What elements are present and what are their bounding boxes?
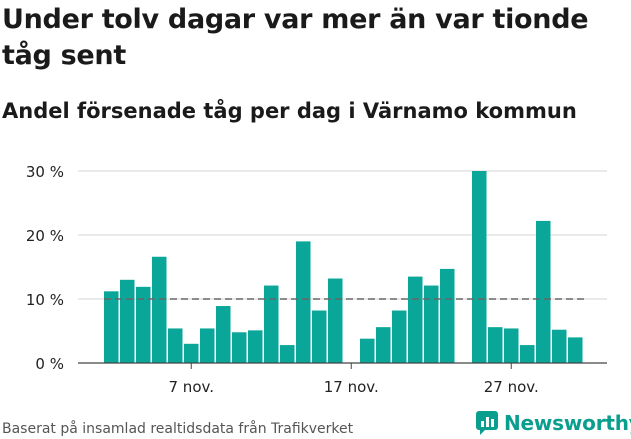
bar bbox=[120, 279, 135, 363]
bar bbox=[184, 343, 199, 363]
bar bbox=[216, 306, 231, 363]
axis: 0 % 10 % 20 % 30 % 7 nov. 17 nov. 27 nov. bbox=[26, 163, 607, 396]
bar bbox=[328, 278, 343, 363]
bar bbox=[136, 286, 151, 363]
bar bbox=[504, 328, 519, 363]
source-note: Baserat på insamlad realtidsdata från Tr… bbox=[2, 421, 354, 437]
brand-name: Newsworthy bbox=[504, 411, 631, 435]
chart-subtitle: Andel försenade tåg per dag i Värnamo ko… bbox=[2, 99, 577, 123]
bars bbox=[104, 171, 583, 363]
bar bbox=[488, 327, 503, 363]
bar bbox=[152, 256, 167, 363]
x-tick-label: 17 nov. bbox=[324, 378, 379, 396]
bar bbox=[568, 337, 583, 363]
newsworthy-logo-icon bbox=[476, 411, 498, 435]
bar bbox=[520, 345, 535, 363]
bar bbox=[312, 310, 327, 363]
y-tick-label: 30 % bbox=[26, 163, 64, 181]
bar bbox=[264, 285, 279, 363]
chart-title: Under tolv dagar var mer än var tionde t… bbox=[2, 4, 589, 71]
bar bbox=[280, 345, 295, 363]
y-tick-label: 10 % bbox=[26, 291, 64, 309]
x-tick-label: 27 nov. bbox=[484, 378, 539, 396]
bar bbox=[232, 332, 247, 363]
bar bbox=[376, 327, 391, 363]
brand-logo[interactable]: Newsworthy bbox=[476, 407, 631, 439]
bar bbox=[472, 171, 487, 363]
bar bbox=[360, 338, 375, 363]
bar bbox=[392, 310, 407, 363]
bar bbox=[296, 241, 311, 363]
bar bbox=[424, 285, 439, 363]
bar bbox=[552, 329, 567, 363]
y-tick-label: 20 % bbox=[26, 227, 64, 245]
bar bbox=[440, 268, 455, 363]
bar bbox=[168, 328, 183, 363]
y-tick-label: 0 % bbox=[35, 355, 64, 373]
bar bbox=[408, 276, 423, 363]
bar bbox=[104, 291, 119, 363]
x-tick-label: 7 nov. bbox=[169, 378, 214, 396]
bar bbox=[200, 328, 215, 363]
bar bbox=[248, 330, 263, 363]
bar-chart: 0 % 10 % 20 % 30 % 7 nov. 17 nov. 27 nov. bbox=[26, 163, 607, 396]
bar bbox=[536, 220, 551, 363]
